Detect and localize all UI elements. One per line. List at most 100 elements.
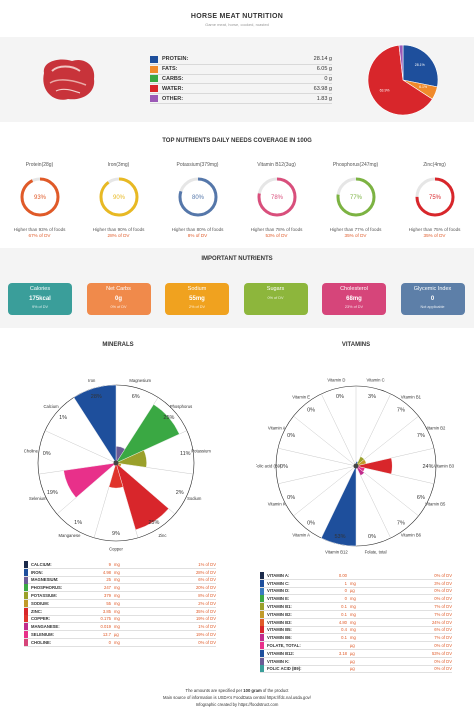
dv-percent: 1% of DV xyxy=(198,561,216,567)
nutrient-card-dv: 23% of DV xyxy=(344,305,364,309)
dv-table-row: MAGNESIUM: 25 mg 6% of DV xyxy=(24,576,216,585)
nutrient-ring-arc xyxy=(415,177,454,217)
nutrient-card-name: Cholesterol xyxy=(340,286,368,292)
macro-name: FATS: xyxy=(162,66,178,73)
dv-swatch xyxy=(24,599,28,607)
dv-unit: mg xyxy=(114,593,120,599)
dv-swatch xyxy=(24,592,28,600)
polar-percent-label: 0% xyxy=(287,433,295,439)
dv-table-row: FOLIC ACID (B9): µg 0% of DV xyxy=(260,665,452,674)
nutrient-card-dv: 9% of DV xyxy=(31,305,49,309)
polar-percent-label: 0% xyxy=(43,451,51,457)
dv-table-row: SODIUM: 55 mg 2% of DV xyxy=(24,599,216,608)
dv-swatch xyxy=(24,584,28,592)
dv-percent: 7% of DV xyxy=(434,604,452,610)
dv-amount: 0.1 xyxy=(341,604,347,610)
dv-name: CHOLINE: xyxy=(31,639,52,645)
nutrient-ring-rank: Higher than 77% of foods xyxy=(329,227,382,232)
important-title: IMPORTANT NUTRIENTS xyxy=(201,256,273,262)
dv-percent: 0% of DV xyxy=(434,666,452,672)
dv-table-row: VITAMIN K: µg 0% of DV xyxy=(260,657,452,666)
nutrient-card-dv: Not applicable xyxy=(420,305,445,309)
dv-unit: mg xyxy=(350,604,356,610)
dv-amount: 0 xyxy=(108,639,111,645)
dv-table-row: VITAMIN C: 1 mg 3% of DV xyxy=(260,579,452,588)
page-title: HORSE MEAT NUTRITION xyxy=(190,13,284,20)
polar-percent-label: 25% xyxy=(163,415,174,421)
dv-table-row: CHOLINE: 0 mg 0% of DV xyxy=(24,638,216,647)
polar-percent-label: 9% xyxy=(112,531,120,537)
polar-wedge xyxy=(355,457,393,475)
polar-percent-label: 1% xyxy=(59,415,67,421)
nutrient-ring-rank: Higher than 75% of foods xyxy=(408,227,461,232)
dv-percent: 0% of DV xyxy=(434,588,452,594)
dv-amount: 247 xyxy=(104,585,111,591)
dv-unit: mg xyxy=(114,624,120,630)
dv-name: MANGANESE: xyxy=(31,624,60,630)
polar-percent-label: 7% xyxy=(397,408,405,414)
dv-amount: 3.18 xyxy=(338,650,347,656)
dv-table-row: VITAMIN E: 0 mg 0% of DV xyxy=(260,595,452,604)
nutrient-ring-block: Phosphorus(247mg) 77% Higher than 77% of f… xyxy=(316,162,395,238)
dv-percent: 7% of DV xyxy=(434,635,452,641)
dv-table-row: PHOSPHORUS: 247 mg 20% of DV xyxy=(24,584,216,593)
dv-percent: 1% of DV xyxy=(198,624,216,630)
nutrient-card: Sodium 55mg 2% of DV xyxy=(165,283,229,315)
nutrient-ring-percent: 75% xyxy=(428,195,441,201)
dv-table-row: IRON: 4.98 mg 28% of DV xyxy=(24,568,216,577)
nutrient-card-value: 0 xyxy=(430,296,435,302)
macro-pie-chart: 28.1% 6.1% 63.9% xyxy=(367,44,439,116)
polar-percent-label: 25% xyxy=(148,520,159,526)
polar-wedge xyxy=(73,384,117,464)
nutrient-ring-dv: 8% of DV xyxy=(187,233,208,238)
nutrient-ring-label: Zinc(4mg) xyxy=(423,162,446,168)
vitamins-table: VITAMIN A: 0.00 0% of DV VITAMIN C: 1 mg 3% of… xyxy=(260,571,452,674)
polar-percent-label: 7% xyxy=(397,520,405,526)
dv-unit: µg xyxy=(350,588,355,594)
macro-pie-label: 28.1% xyxy=(415,63,425,67)
dv-swatch xyxy=(24,638,28,646)
dv-table-row: VITAMIN B6: 0.1 mg 7% of DV xyxy=(260,634,452,643)
nutrient-ring-block: Potassium(379mg) 80% Higher than 80% of fo… xyxy=(158,162,237,238)
nutrient-ring-dv: 35% of DV xyxy=(344,233,367,238)
footer-credit: Infographic created by https://foodstruc… xyxy=(195,702,279,707)
footer-line1: The amounts are specified per 100 gram o… xyxy=(185,688,289,693)
dv-percent: 19% of DV xyxy=(195,616,216,622)
nutrient-ring-arc xyxy=(20,177,59,217)
dv-table-row: SELENIUM: 13.7 µg 19% of DV xyxy=(24,631,216,639)
polar-percent-label: 3% xyxy=(368,394,376,400)
dv-swatch xyxy=(24,560,28,568)
dv-percent: 19% of DV xyxy=(195,632,216,638)
dv-amount: 0 xyxy=(344,588,347,594)
dv-unit: mg xyxy=(350,627,356,633)
nutrient-card-name: Net Carbs xyxy=(106,286,131,292)
nutrient-card-name: Calories xyxy=(29,286,51,292)
dv-amount: 4.80 xyxy=(338,619,347,625)
dv-amount: 1 xyxy=(344,580,347,586)
polar-percent-label: 53% xyxy=(334,534,345,540)
nutrient-ring-rank: Higher than 78% of foods xyxy=(250,227,303,232)
dv-table-row: VITAMIN A: 0.00 0% of DV xyxy=(260,571,452,580)
nutrient-card-name: Sodium xyxy=(187,286,207,292)
dv-unit: µg xyxy=(350,658,355,664)
dv-table-row: VITAMIN D: 0 µg 0% of DV xyxy=(260,587,452,596)
macro-pie-slice xyxy=(398,44,404,81)
dv-swatch xyxy=(24,615,28,623)
dv-name: FOLIC ACID (B9): xyxy=(267,666,302,672)
dv-swatch xyxy=(24,631,28,639)
polar-name-label: Phosphorus xyxy=(170,404,192,409)
dv-swatch xyxy=(24,568,28,576)
polar-name-label: Vitamin D xyxy=(327,378,345,383)
polar-wedge xyxy=(108,462,124,489)
macro-pie-label: 6.1% xyxy=(419,85,427,89)
dv-unit: mg xyxy=(114,577,120,583)
polar-name-label: Vitamin B2 xyxy=(425,425,446,430)
polar-name-label: Vitamin B5 xyxy=(425,502,446,507)
dv-percent: 53% of DV xyxy=(431,650,452,656)
nutrient-card-value: 0g xyxy=(114,296,122,302)
macro-value: 1.83 g xyxy=(316,95,332,102)
dv-amount: 13.7 xyxy=(102,632,111,638)
nutrient-ring-label: Phosphorus(247mg) xyxy=(332,162,379,168)
polar-name-label: Vitamin B1 xyxy=(401,395,422,400)
minerals-title: MINERALS xyxy=(102,342,134,348)
